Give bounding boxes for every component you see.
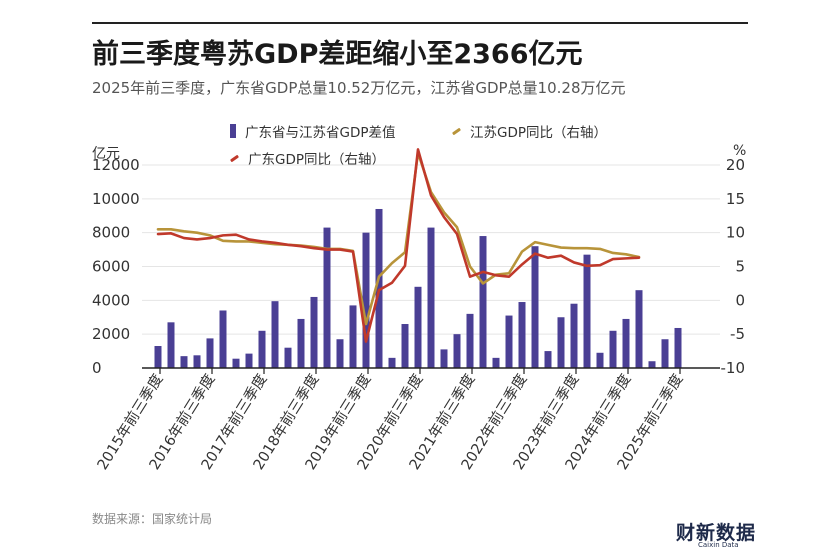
bar — [557, 317, 565, 368]
bar — [401, 324, 409, 368]
top-rule — [92, 22, 748, 24]
left-axis-unit: 亿元 — [92, 146, 120, 162]
left-tick-label: 8000 — [92, 224, 130, 242]
left-tick-label: 2000 — [92, 325, 130, 343]
right-tick-label: 5 — [735, 258, 745, 276]
legend-label-guangdong: 广东GDP同比（右轴） — [248, 152, 385, 168]
bar — [453, 334, 461, 368]
left-tick-label: 6000 — [92, 258, 130, 276]
bar — [258, 330, 266, 368]
bar — [154, 346, 162, 368]
bar — [388, 357, 396, 368]
bar — [167, 322, 175, 368]
bar — [271, 301, 279, 368]
left-tick-label: 4000 — [92, 291, 130, 309]
bar — [297, 318, 305, 368]
bar — [284, 347, 292, 368]
legend-item-gap: 广东省与江苏省GDP差值 — [230, 121, 396, 141]
bar — [427, 227, 435, 368]
legend-item-jiangsu: 江苏GDP同比（右轴） — [451, 121, 607, 141]
bar — [310, 296, 318, 368]
bar — [219, 310, 227, 368]
bar — [518, 302, 526, 368]
bar — [414, 286, 422, 368]
bar — [323, 227, 331, 368]
bar — [635, 290, 643, 368]
legend-label-jiangsu: 江苏GDP同比（右轴） — [470, 125, 607, 141]
series-line-jiangsu — [156, 151, 641, 326]
left-tick-label: 10000 — [92, 190, 140, 208]
bar — [362, 232, 370, 368]
bar — [492, 357, 500, 368]
chart-subtitle: 2025年前三季度，广东省GDP总量10.52万亿元，江苏省GDP总量10.28… — [92, 79, 626, 97]
bar — [596, 352, 604, 368]
bar — [531, 246, 539, 368]
right-axis-unit: % — [733, 143, 747, 159]
bar — [180, 356, 188, 368]
bar — [661, 339, 669, 368]
right-tick-label: 15 — [726, 190, 745, 208]
bar — [375, 208, 383, 368]
bar — [544, 351, 552, 368]
series-line-guangdong — [156, 148, 641, 343]
bar — [674, 327, 682, 368]
bar — [440, 349, 448, 368]
bar — [349, 305, 357, 368]
bar — [232, 358, 240, 368]
right-tick-label: -10 — [721, 359, 746, 377]
left-tick-label: 0 — [92, 359, 102, 377]
bar — [245, 353, 253, 368]
bar — [505, 315, 513, 368]
bar — [583, 254, 591, 368]
bar — [336, 339, 344, 368]
right-tick-label: -5 — [730, 325, 745, 343]
chart-title: 前三季度粤苏GDP差距缩小至2366亿元 — [92, 39, 583, 70]
right-tick-label: 10 — [726, 224, 745, 242]
brand-logo-sub: Caixin Data — [698, 541, 739, 549]
legend-label-gap: 广东省与江苏省GDP差值 — [245, 125, 396, 141]
source-note: 数据来源：国家统计局 — [92, 512, 213, 526]
bar — [206, 338, 214, 368]
bar — [479, 236, 487, 368]
bar — [570, 303, 578, 368]
bar — [622, 318, 630, 368]
legend-swatch-bar-icon — [230, 124, 236, 138]
legend-item-guangdong: 广东GDP同比（右轴） — [229, 148, 385, 168]
bar — [193, 355, 201, 368]
bar — [648, 361, 656, 368]
left-tick-label: 12000 — [92, 156, 140, 174]
bar — [466, 313, 474, 368]
bar — [609, 330, 617, 368]
right-tick-label: 20 — [726, 156, 745, 174]
brand-logo: 财新数据 — [676, 522, 757, 544]
right-tick-label: 0 — [735, 291, 745, 309]
